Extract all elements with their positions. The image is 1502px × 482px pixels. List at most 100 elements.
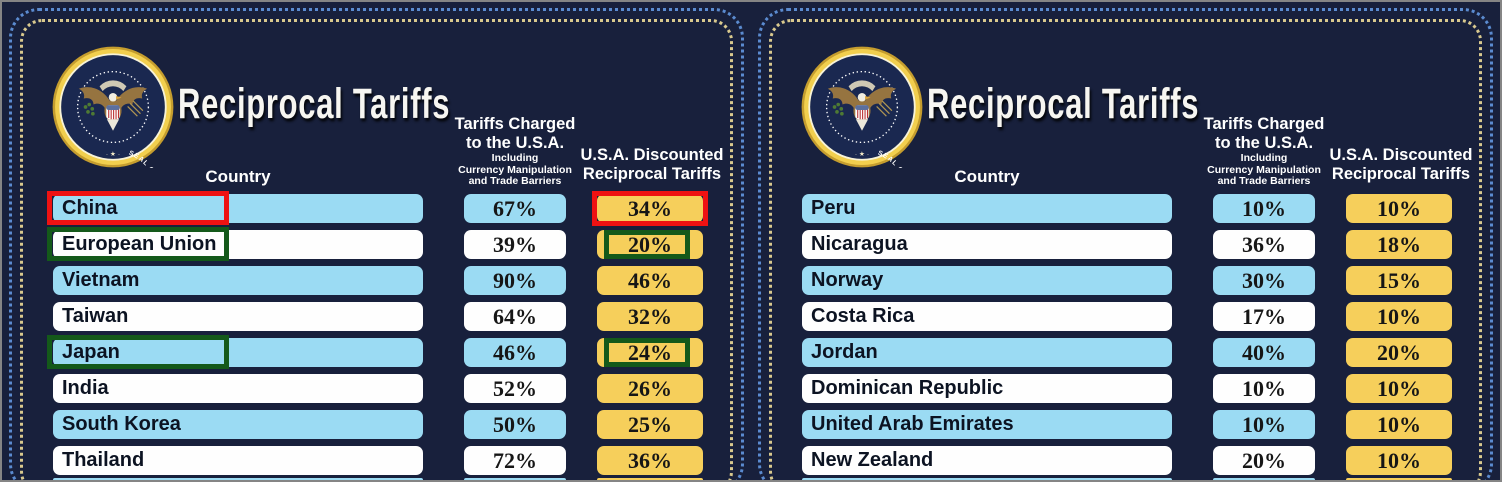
annotation-rect-green [47, 335, 229, 369]
tariff-discounted-value: 36% [628, 448, 672, 473]
dotted-border-inner [769, 19, 1482, 480]
discounted-header-line: Reciprocal Tariffs [1331, 165, 1471, 183]
table-row: Jordan 40% 20% [802, 338, 1462, 367]
tariff-charged-value: 30% [1242, 268, 1286, 293]
column-header-charged: Tariffs Charged to the U.S.A. Including … [434, 115, 596, 188]
table-row: New Zealand 20% 10% [802, 446, 1462, 475]
tariff-charged-value: 39% [493, 232, 537, 257]
tariff-discounted-value: 10% [1377, 376, 1421, 401]
tariff-discounted-cell: 20% [597, 230, 703, 259]
country-cell: United Arab Emirates [802, 410, 1172, 439]
discounted-header-line: U.S.A. Discounted [1329, 146, 1473, 164]
dotted-border-outer [758, 8, 1493, 480]
country-label: Jordan [811, 341, 878, 363]
tariff-charged-cell: 39% [464, 230, 566, 259]
tariff-table: Peru 10% 10% Nicaragua 36% 18% Norway 30% 15% Cos… [802, 194, 1462, 480]
country-label: Japan [62, 341, 120, 363]
country-label: Nicaragua [811, 233, 908, 255]
table-row: Costa Rica 17% 10% [802, 302, 1462, 331]
charged-header-subline: and Trade Barriers [1217, 175, 1311, 187]
tariff-charged-value: 20% [1242, 448, 1286, 473]
table-row: Vietnam 90% 46% [53, 266, 713, 295]
tariff-discounted-cell: 10% [1346, 194, 1452, 223]
column-header-charged: Tariffs Charged to the U.S.A. Including … [1183, 115, 1345, 188]
table-row: Dominican Republic 10% 10% [802, 374, 1462, 403]
table-row: Japan 46% 24% [47, 335, 713, 369]
panel-title: Reciprocal Tariffs [178, 80, 451, 128]
country-cell: China [47, 191, 423, 225]
country-cell: Vietnam [53, 266, 423, 295]
column-header-discounted: U.S.A. Discounted Reciprocal Tariffs [574, 146, 730, 184]
charged-header-subline: Currency Manipulation [1207, 163, 1321, 176]
table-row: Thailand 72% 36% [53, 446, 713, 475]
tariff-discounted-value: 10% [1377, 196, 1421, 221]
annotation-rect-green [47, 227, 229, 261]
table-row: China 67% 34% [47, 191, 713, 226]
tariff-charged-value: 10% [1242, 196, 1286, 221]
tariff-discounted-cell: 25% [597, 410, 703, 439]
tariff-discounted-value: 10% [1377, 304, 1421, 329]
tariff-charged-cell: 90% [464, 266, 566, 295]
eagle-emblem [827, 80, 897, 131]
tariff-discounted-value: 20% [1377, 340, 1421, 365]
tariff-charged-value: 40% [1242, 340, 1286, 365]
tariff-table: China 67% 34% European Union 39% 20% Vietnam 90… [47, 191, 713, 480]
tariff-discounted-value: 34% [628, 196, 672, 221]
tariff-charged-value: 10% [1242, 412, 1286, 437]
country-label: Vietnam [62, 269, 140, 291]
charged-header-subline: Currency Manipulation [458, 163, 572, 176]
tariff-discounted-cell: 15% [1346, 266, 1452, 295]
tariff-discounted-cell: 24% [597, 338, 703, 367]
country-cell: Jordan [802, 338, 1172, 367]
country-cell: European Union [47, 227, 423, 261]
tariff-discounted-cell: 10% [1346, 446, 1452, 475]
tariff-board-right: SEAL OF THE PRESIDENT OF THE UNITED STAT… [751, 2, 1500, 480]
table-row: Taiwan 64% 32% [53, 302, 713, 331]
tariff-discounted-value: 20% [628, 232, 672, 257]
country-label: Norway [811, 269, 884, 291]
table-row: Norway 30% 15% [802, 266, 1462, 295]
country-label: Costa Rica [811, 305, 915, 327]
seal-stars: · ★ · [106, 150, 120, 158]
country-cell: India [53, 374, 423, 403]
tariff-charged-value: 64% [493, 304, 537, 329]
country-cell: New Zealand [802, 446, 1172, 475]
table-row: United Arab Emirates 10% 10% [802, 410, 1462, 439]
tariff-charged-value: 46% [493, 340, 537, 365]
country-cell: Nicaragua [802, 230, 1172, 259]
seal-stars: · ★ · [855, 150, 869, 158]
charged-header-line: to the U.S.A. [465, 134, 565, 152]
country-label: China [62, 197, 118, 219]
tariff-charged-cell: 72% [464, 446, 566, 475]
charged-header-line: to the U.S.A. [1214, 134, 1314, 152]
charged-header-subline: Including [1240, 152, 1288, 164]
tariff-discounted-cell: 10% [1346, 302, 1452, 331]
tariff-charged-value: 17% [1242, 304, 1286, 329]
annotation-rect-green [604, 338, 690, 367]
tariff-discounted-cell: 18% [1346, 230, 1452, 259]
annotation-rect-red [47, 191, 229, 225]
tariff-charged-cell: 36% [1213, 230, 1315, 259]
tariff-discounted-value: 25% [628, 412, 672, 437]
tariff-charged-cell: 17% [1213, 302, 1315, 331]
tariff-discounted-value: 46% [628, 268, 672, 293]
tariff-charged-value: 67% [493, 196, 537, 221]
tariff-charged-cell: 20% [1213, 446, 1315, 475]
eagle-emblem [78, 80, 148, 131]
tariff-discounted-value: 24% [628, 340, 672, 365]
tariff-charged-cell: 50% [464, 410, 566, 439]
country-cell: Dominican Republic [802, 374, 1172, 403]
presidential-seal-icon: SEAL OF THE PRESIDENT OF THE UNITED STAT… [801, 46, 923, 168]
tariff-charged-value: 50% [493, 412, 537, 437]
tariff-discounted-cell: 26% [597, 374, 703, 403]
country-label: United Arab Emirates [811, 413, 1014, 435]
tariff-discounted-cell: 46% [597, 266, 703, 295]
tariff-discounted-value: 32% [628, 304, 672, 329]
tariff-charged-cell: 52% [464, 374, 566, 403]
country-label: Thailand [62, 449, 145, 471]
partial-next-row [802, 477, 1452, 480]
annotation-rect-green [604, 230, 690, 259]
column-header-country: Country [954, 167, 1020, 186]
tariff-discounted-cell: 20% [1346, 338, 1452, 367]
